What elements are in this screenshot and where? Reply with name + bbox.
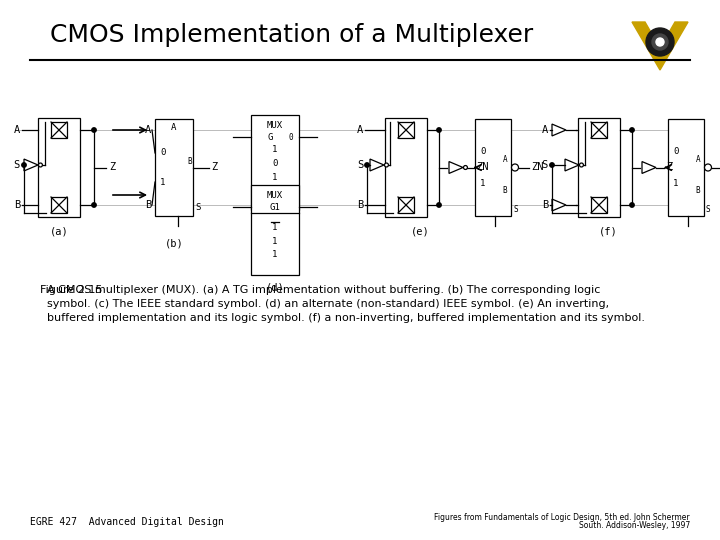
Text: A: A	[14, 125, 20, 135]
Text: S: S	[706, 205, 711, 214]
Text: A: A	[503, 155, 507, 164]
Text: A: A	[541, 125, 548, 135]
Text: 1: 1	[272, 250, 278, 259]
Bar	[51, 122, 67, 138]
Bar	[155, 119, 193, 216]
Polygon shape	[552, 124, 566, 136]
Bar	[251, 115, 299, 210]
Polygon shape	[642, 161, 656, 173]
Circle shape	[22, 163, 26, 167]
Text: (a): (a)	[50, 227, 68, 237]
Text: G1: G1	[269, 203, 280, 212]
Circle shape	[437, 203, 441, 207]
Text: A: A	[356, 125, 363, 135]
Circle shape	[704, 164, 711, 171]
Circle shape	[464, 166, 467, 170]
Bar	[251, 185, 299, 275]
Circle shape	[656, 38, 664, 46]
Text: 1: 1	[272, 173, 278, 182]
Bar	[398, 197, 414, 213]
Text: S: S	[14, 160, 20, 170]
Circle shape	[365, 163, 369, 167]
Text: B: B	[187, 157, 192, 166]
Text: (f): (f)	[598, 227, 617, 237]
Text: 0: 0	[160, 148, 166, 158]
Polygon shape	[632, 22, 688, 70]
Text: Figures from Fundamentals of Logic Design, 5th ed. John Schermer: Figures from Fundamentals of Logic Desig…	[434, 512, 690, 522]
Text: B: B	[541, 200, 548, 210]
Text: 1: 1	[272, 237, 278, 246]
Text: (b): (b)	[165, 238, 184, 248]
Text: EGRE 427  Advanced Digital Design: EGRE 427 Advanced Digital Design	[30, 517, 224, 527]
Bar	[475, 119, 511, 216]
Bar	[51, 197, 67, 213]
Text: 1: 1	[480, 179, 485, 188]
Circle shape	[92, 203, 96, 207]
Text: Z: Z	[211, 163, 217, 172]
Text: A CMOS multiplexer (MUX). (a) A TG implementation without buffering. (b) The cor: A CMOS multiplexer (MUX). (a) A TG imple…	[40, 285, 645, 323]
Text: 1: 1	[272, 145, 278, 154]
Text: 1: 1	[160, 178, 166, 186]
Text: S: S	[356, 160, 363, 170]
Text: B: B	[145, 200, 151, 210]
Text: 0: 0	[673, 146, 678, 156]
Bar	[591, 122, 607, 138]
Circle shape	[630, 128, 634, 132]
Bar	[38, 118, 80, 217]
Text: G: G	[267, 133, 273, 142]
Bar	[385, 118, 427, 217]
Circle shape	[38, 163, 42, 167]
Bar	[398, 122, 414, 138]
Text: (d): (d)	[266, 283, 284, 293]
Polygon shape	[552, 199, 566, 211]
Polygon shape	[370, 159, 384, 171]
Bar	[578, 118, 620, 217]
Polygon shape	[24, 159, 38, 171]
Text: B: B	[356, 200, 363, 210]
Circle shape	[652, 34, 668, 50]
Circle shape	[437, 128, 441, 132]
Text: S: S	[513, 205, 518, 214]
Text: B: B	[696, 186, 700, 195]
Text: 0: 0	[272, 159, 278, 168]
Text: ZN: ZN	[531, 163, 544, 172]
Text: S: S	[541, 160, 548, 170]
Bar	[668, 119, 704, 216]
Text: CMOS Implementation of a Multiplexer: CMOS Implementation of a Multiplexer	[50, 23, 534, 47]
Text: MUX: MUX	[267, 121, 283, 130]
Text: ZN: ZN	[476, 163, 488, 172]
Text: A: A	[696, 155, 700, 164]
Text: B: B	[14, 200, 20, 210]
Text: 0: 0	[480, 146, 485, 156]
Circle shape	[580, 163, 583, 167]
Text: A: A	[171, 123, 176, 132]
Text: South. Addison-Wesley, 1997: South. Addison-Wesley, 1997	[579, 522, 690, 530]
Text: Z: Z	[109, 163, 115, 172]
Bar	[591, 197, 607, 213]
Text: S: S	[195, 203, 200, 212]
Circle shape	[384, 163, 388, 167]
Circle shape	[646, 28, 674, 56]
Circle shape	[92, 128, 96, 132]
Text: 0: 0	[289, 133, 293, 142]
Text: 1: 1	[673, 179, 678, 188]
Polygon shape	[565, 159, 579, 171]
Text: Z: Z	[666, 163, 672, 172]
Circle shape	[550, 163, 554, 167]
Text: MUX: MUX	[267, 191, 283, 200]
Text: Figure 2.15: Figure 2.15	[40, 285, 102, 295]
Text: B: B	[503, 186, 507, 195]
Circle shape	[630, 203, 634, 207]
Text: A: A	[145, 125, 151, 135]
Polygon shape	[449, 161, 463, 173]
Text: (c): (c)	[266, 218, 284, 228]
Text: (e): (e)	[410, 227, 429, 237]
Circle shape	[511, 164, 518, 171]
Text: 1: 1	[272, 223, 278, 232]
